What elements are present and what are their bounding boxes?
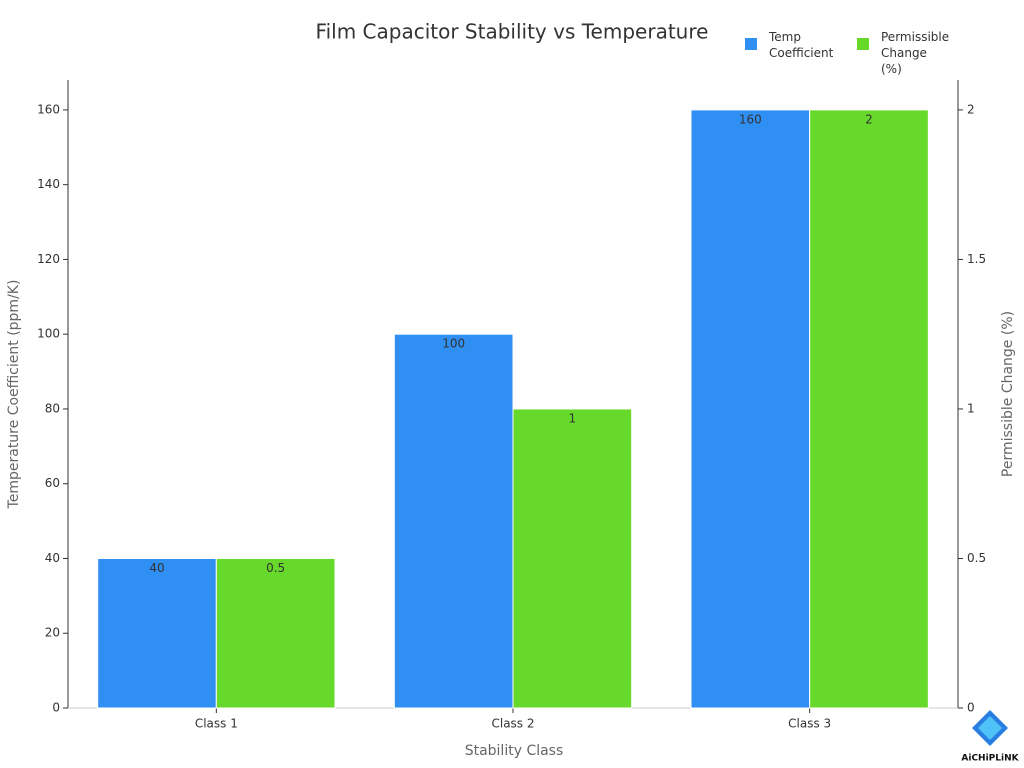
bar — [512, 408, 633, 709]
y-axis-title: Temperature Coefficient (ppm/K) — [6, 280, 22, 510]
watermark: AiCHiPLiNK — [961, 754, 1019, 764]
x-axis-title: Stability Class — [465, 743, 564, 759]
bar — [215, 557, 336, 709]
y-tick-label: 160 — [37, 102, 60, 116]
y2-tick-label: 1.5 — [967, 252, 986, 266]
x-tick-label: Class 3 — [788, 717, 831, 731]
y2-axis-title: Permissible Change (%) — [1000, 311, 1016, 477]
y-tick-label: 140 — [37, 177, 60, 191]
bar — [393, 333, 514, 709]
data-label: 100 — [442, 337, 465, 351]
x-tick-label: Class 2 — [491, 717, 534, 731]
watermark-logo: AiCHiPLiNK — [961, 710, 1020, 764]
legend-label: Permissible Change (%) — [881, 30, 950, 76]
x-tick-label: Class 1 — [195, 717, 238, 731]
y-tick-label: 120 — [37, 252, 60, 266]
y-tick-label: 20 — [45, 626, 60, 640]
data-label: 40 — [149, 561, 164, 575]
legend-swatch — [745, 38, 757, 50]
legend: Temp Coefficient Permissible Change (%) — [745, 29, 949, 77]
legend-item: Permissible Change (%) — [857, 29, 949, 77]
bar — [690, 109, 811, 709]
y-tick-label: 40 — [45, 551, 60, 565]
y-tick-label: 80 — [45, 401, 60, 415]
data-label: 160 — [739, 112, 762, 126]
data-label: 0.5 — [266, 561, 285, 575]
data-label: 2 — [865, 112, 873, 126]
y2-tick-label: 0 — [967, 701, 975, 715]
bar — [97, 557, 217, 709]
y-tick-label: 60 — [45, 476, 60, 490]
legend-label: Temp Coefficient — [769, 30, 834, 60]
legend-item: Temp Coefficient — [745, 29, 837, 77]
y2-tick-label: 1 — [967, 401, 975, 415]
y2-tick-label: 2 — [967, 102, 975, 116]
y2-tick-label: 0.5 — [967, 551, 986, 565]
data-label: 1 — [569, 411, 577, 425]
y-tick-label: 0 — [52, 701, 60, 715]
legend-swatch — [857, 38, 869, 50]
bar — [809, 109, 929, 709]
y-tick-label: 100 — [37, 327, 60, 341]
chart-title: Film Capacitor Stability vs Temperature — [316, 20, 709, 44]
